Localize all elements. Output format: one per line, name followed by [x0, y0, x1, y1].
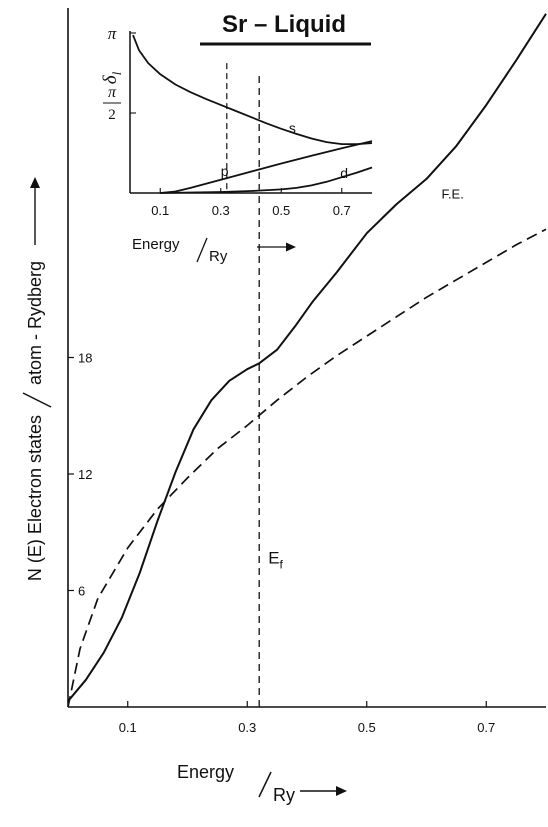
inset-x-tick-label: 0.1 — [151, 203, 169, 218]
inset-y-axis-label-subscript: l — [109, 71, 124, 75]
inset-x-tick-label: 0.5 — [272, 203, 290, 218]
inset-x-axis-label: Energy — [132, 236, 180, 253]
y-axis-label: N (E) Electron states atom - Rydberg — [22, 177, 52, 581]
y-tick-label: 18 — [78, 351, 92, 366]
x-axis-unit: Ry — [273, 785, 295, 805]
inset-curve-p — [160, 140, 373, 194]
y-axis-label-slash — [22, 392, 52, 408]
inset-series-label-s: s — [289, 120, 296, 136]
main-chart: 0.1 0.3 0.5 0.7 6 12 18 Ef F.E. Energy Ry N (E) Ele… — [22, 8, 547, 805]
y-axis-arrowhead — [30, 177, 40, 188]
x-axis-label: Energy — [177, 762, 234, 782]
inset-y-axis-label: δl — [100, 71, 124, 84]
inset-y-axis-label-text: δl — [100, 71, 124, 84]
inset-y-axis-label-main: δ — [100, 74, 121, 84]
inset-y-tick-label-pi-half-numerator: π — [108, 84, 117, 101]
x-axis-label-slash — [258, 771, 272, 798]
fermi-energy-label-main: E — [268, 548, 279, 567]
inset-curve-d — [160, 166, 373, 194]
free-electron-curve — [67, 228, 547, 708]
inset-x-tick-label: 0.3 — [212, 203, 230, 218]
inset-curve-s — [132, 34, 373, 145]
x-tick-label: 0.5 — [358, 720, 376, 735]
x-axis-arrowhead — [336, 786, 347, 796]
fermi-energy-label-subscript: f — [280, 557, 284, 571]
chart-title: Sr – Liquid — [222, 11, 346, 38]
inset-y-tick-label-pi: π — [108, 24, 117, 43]
inset-series-label-p: p — [221, 163, 229, 179]
inset-x-axis-label-slash — [196, 237, 208, 263]
inset-x-axis-unit: Ry — [209, 248, 228, 265]
x-tick-label: 0.3 — [238, 720, 256, 735]
inset-y-tick-label-pi-half-denominator: 2 — [108, 107, 116, 123]
inset-chart: Sr – Liquid 0.1 0.3 0.5 0.7 π π 2 δl s p d Energy Ry — [100, 11, 373, 265]
y-axis-label-part2: atom - Rydberg — [25, 261, 45, 385]
y-tick-label: 12 — [78, 467, 92, 482]
inset-x-tick-label: 0.7 — [333, 203, 351, 218]
fermi-energy-label: Ef — [268, 548, 283, 571]
x-tick-label: 0.7 — [477, 720, 495, 735]
y-axis-label-part1: N (E) Electron states — [25, 415, 45, 581]
inset-series-label-d: d — [340, 165, 348, 181]
y-tick-label: 6 — [78, 584, 85, 599]
x-tick-label: 0.1 — [119, 720, 137, 735]
dos-curve-solid — [67, 13, 547, 702]
inset-x-axis-arrowhead — [286, 242, 296, 252]
free-electron-label: F.E. — [441, 186, 463, 201]
